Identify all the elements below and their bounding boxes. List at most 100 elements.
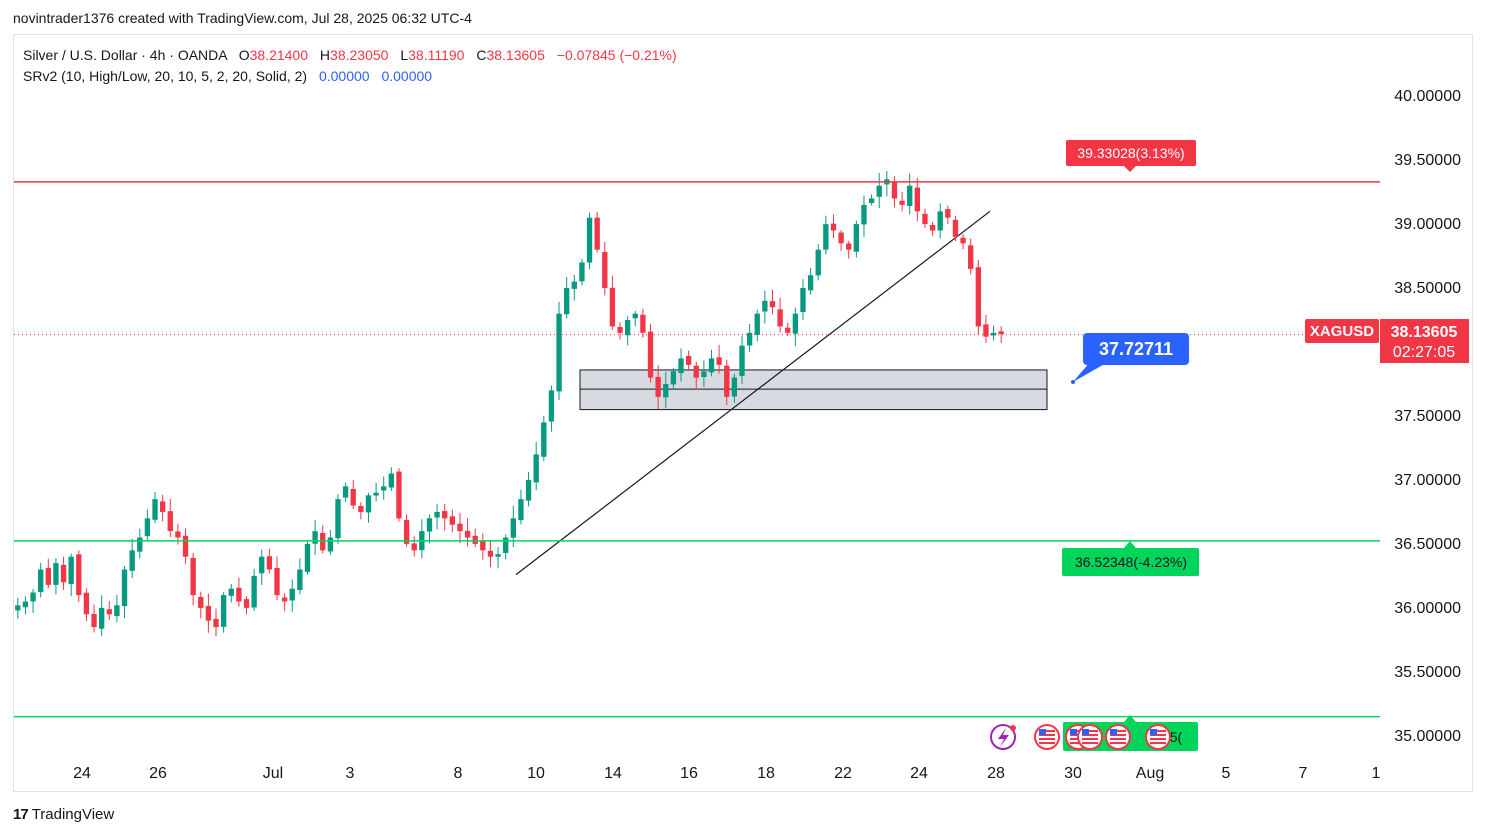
candle-body: [617, 326, 623, 333]
candle-body: [434, 511, 440, 518]
candle-body: [541, 422, 547, 457]
candle-body: [304, 543, 311, 572]
chart-attribution: novintrader1376 created with TradingView…: [13, 10, 472, 26]
candle-body: [556, 313, 562, 392]
candle-body: [30, 592, 36, 602]
candle-body: [907, 185, 913, 206]
legend-high-label: H: [319, 47, 331, 63]
y-axis-tick-label: 35.50000: [1394, 664, 1461, 681]
candle-body: [83, 592, 90, 615]
candle-body: [358, 506, 364, 512]
legend-high-value: 38.23050: [330, 47, 389, 63]
candle-body: [960, 237, 966, 244]
us-flag-event-icon[interactable]: [1105, 724, 1131, 750]
candle-body: [891, 181, 898, 199]
x-axis-tick-label: 26: [149, 765, 167, 782]
legend-indicator[interactable]: SRv2 (10, High/Low, 20, 10, 5, 2, 20, So…: [23, 68, 308, 84]
legend-indicator-value-1: 0.00000: [318, 68, 370, 84]
x-axis-tick-label: 16: [680, 765, 698, 782]
candle-body: [312, 531, 318, 544]
x-axis-tick-label: 30: [1064, 765, 1082, 782]
x-axis-tick-label: 10: [527, 765, 545, 782]
candle-body: [251, 575, 257, 608]
candle-body: [708, 358, 715, 373]
candle-body: [868, 198, 875, 203]
candle-body: [510, 518, 516, 538]
x-axis-tick-label: 28: [987, 765, 1005, 782]
x-axis-tick-label: Aug: [1136, 765, 1164, 782]
candle-body: [297, 569, 303, 591]
support-label-pointer: [1124, 541, 1136, 548]
candle-body: [274, 568, 280, 596]
candle-body: [266, 556, 273, 570]
y-axis-tick-label: 39.00000: [1394, 216, 1461, 233]
candle-body: [922, 213, 928, 225]
candle-body: [487, 550, 494, 557]
candle-body: [426, 518, 433, 532]
x-axis-tick-label: 18: [757, 765, 775, 782]
candle-body: [548, 390, 555, 422]
candle-body: [564, 288, 570, 315]
x-axis-tick-label: Jul: [263, 765, 283, 782]
candle-body: [785, 327, 791, 333]
candle-body: [701, 371, 707, 378]
candle-body: [518, 499, 524, 521]
candle-body: [609, 287, 616, 327]
candle-body: [815, 249, 821, 276]
candle-body: [198, 596, 204, 608]
footer-branding[interactable]: 17 TradingView: [13, 806, 114, 823]
candle-body: [792, 313, 799, 334]
candle-body: [495, 554, 501, 557]
candle-body: [480, 541, 486, 551]
candle-body: [464, 530, 471, 538]
candle-body: [807, 275, 814, 291]
candle-body: [998, 331, 1004, 335]
resistance-label-box[interactable]: [1066, 140, 1196, 166]
candle-body: [91, 614, 97, 628]
candle-body: [350, 488, 356, 506]
candle-body: [365, 495, 372, 513]
candle-body: [175, 531, 181, 538]
lightning-event-icon[interactable]: [990, 724, 1016, 750]
x-axis-tick-label: 1: [1372, 765, 1381, 782]
candle-body: [746, 332, 753, 346]
candle-body: [457, 523, 463, 532]
legend-symbol[interactable]: Silver / U.S. Dollar · 4h · OANDA: [23, 47, 227, 63]
candle-body: [259, 556, 265, 574]
candle-body: [579, 262, 585, 282]
candle-body: [220, 595, 227, 627]
candle-body: [754, 313, 760, 335]
legend-indicator-row: SRv2 (10, High/Low, 20, 10, 5, 2, 20, So…: [23, 66, 677, 87]
candle-body: [335, 499, 341, 539]
resistance-label-pointer: [1124, 166, 1136, 172]
us-flag-event-icon[interactable]: [1145, 724, 1171, 750]
candle-body: [678, 358, 684, 374]
last-price-tag-box[interactable]: [1380, 319, 1469, 363]
y-axis-tick-label: 35.00000: [1394, 728, 1461, 745]
legend-close-value: 38.13605: [486, 47, 545, 63]
support2-label: 5(: [1170, 729, 1183, 745]
candle-body: [38, 569, 44, 593]
trendline[interactable]: [515, 210, 991, 576]
candle-body: [724, 365, 730, 397]
candle-body: [129, 550, 135, 571]
candle-body: [98, 607, 105, 629]
support-label-box[interactable]: [1062, 548, 1199, 576]
candle-body: [76, 554, 82, 596]
candle-body: [106, 609, 112, 615]
candle-body: [159, 501, 166, 512]
callout-box[interactable]: [1083, 333, 1189, 365]
chart-frame: [13, 34, 1473, 792]
candle-body: [213, 618, 219, 628]
us-flag-event-icon[interactable]: [1077, 724, 1103, 750]
candle-body: [846, 243, 852, 250]
y-axis-tick-label: 36.50000: [1394, 536, 1461, 553]
legend-symbol-row: Silver / U.S. Dollar · 4h · OANDA O38.21…: [23, 45, 677, 66]
candle-body: [647, 331, 654, 378]
candle-body: [472, 535, 478, 544]
us-flag-event-icon[interactable]: [1034, 724, 1060, 750]
chart-legend: Silver / U.S. Dollar · 4h · OANDA O38.21…: [23, 45, 677, 87]
callout-anchor: [1071, 380, 1075, 384]
bar-countdown: 02:27:05: [1393, 344, 1455, 361]
